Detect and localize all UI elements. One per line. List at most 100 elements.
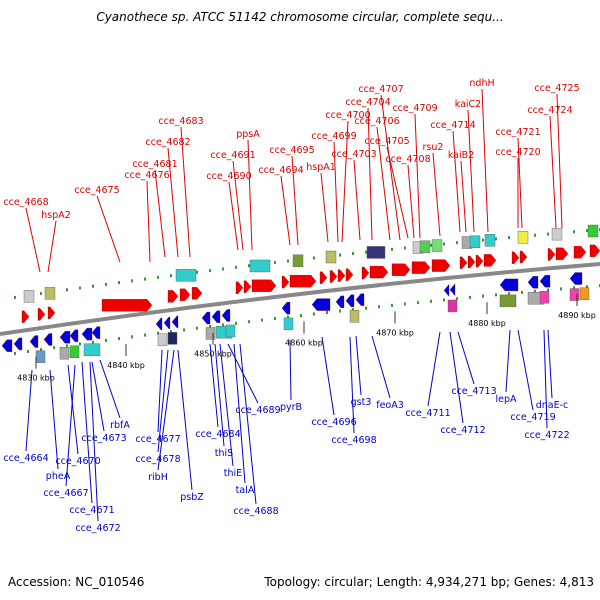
gene-box[interactable] [551, 227, 563, 241]
gene-arrow[interactable] [179, 288, 191, 301]
gene-arrow[interactable] [167, 290, 179, 303]
gene-label-kaib2[interactable]: kaiB2 [448, 150, 474, 161]
gene-label-cce-4684[interactable]: cce_4684 [195, 429, 240, 440]
gene-label-cce-4675[interactable]: cce_4675 [74, 185, 119, 196]
gene-arrow[interactable] [335, 295, 345, 309]
gene-arrow[interactable] [345, 268, 354, 281]
gene-label-cce-4712[interactable]: cce_4712 [440, 425, 485, 436]
gene-box[interactable] [366, 246, 386, 259]
gene-label-cce-4694[interactable]: cce_4694 [258, 165, 303, 176]
gene-arrow[interactable] [573, 246, 587, 259]
gene-label-ndhh[interactable]: ndhH [469, 78, 494, 89]
gene-box[interactable] [44, 287, 56, 300]
gene-arrow[interactable] [459, 256, 468, 269]
gene-label-cce-4703[interactable]: cce_4703 [331, 149, 376, 160]
gene-label-cce-4707[interactable]: cce_4707 [358, 84, 403, 95]
gene-label-cce-4706[interactable]: cce_4706 [354, 116, 399, 127]
gene-label-rbfa[interactable]: rbfA [110, 420, 130, 431]
gene-arrow[interactable] [431, 259, 451, 272]
gene-features[interactable] [1, 224, 600, 363]
gene-box[interactable] [69, 345, 80, 358]
gene-arrow[interactable] [345, 294, 355, 307]
gene-label-cce-4678[interactable]: cce_4678 [135, 454, 180, 465]
gene-box[interactable] [59, 347, 70, 360]
gene-arrow[interactable] [355, 293, 365, 306]
gene-arrow[interactable] [361, 266, 370, 280]
gene-arrow[interactable] [443, 283, 450, 297]
gene-label-hspa2[interactable]: hspA2 [41, 210, 71, 221]
gene-arrow[interactable] [547, 248, 556, 261]
gene-label-cce-4705[interactable]: cce_4705 [364, 136, 409, 147]
gene-label-this[interactable]: thiS [215, 448, 233, 459]
gene-arrow[interactable] [251, 279, 277, 292]
gene-label-gst3[interactable]: gst3 [351, 397, 372, 408]
gene-box[interactable] [431, 239, 443, 252]
gene-label-cce-4676[interactable]: cce_4676 [124, 170, 169, 181]
gene-box[interactable] [499, 294, 517, 308]
gene-label-cce-4672[interactable]: cce_4672 [75, 523, 120, 534]
gene-label-cce-4714[interactable]: cce_4714 [430, 120, 475, 131]
gene-label-psbz[interactable]: psbZ [180, 492, 204, 503]
gene-label-cce-4699[interactable]: cce_4699 [311, 131, 356, 142]
gene-arrow[interactable] [21, 310, 30, 323]
gene-arrow[interactable] [475, 255, 484, 268]
gene-box[interactable] [539, 291, 550, 304]
gene-arrow[interactable] [369, 265, 389, 279]
gene-box[interactable] [587, 224, 599, 238]
gene-label-cce-4682[interactable]: cce_4682 [145, 137, 190, 148]
gene-box[interactable] [469, 235, 481, 248]
gene-arrow[interactable] [337, 269, 346, 282]
gene-arrow[interactable] [281, 275, 290, 289]
gene-arrow[interactable] [1, 339, 13, 352]
gene-label-phea[interactable]: pheA [46, 471, 71, 482]
gene-arrow[interactable] [221, 309, 231, 322]
gene-arrow[interactable] [411, 261, 431, 274]
gene-label-cce-4711[interactable]: cce_4711 [405, 408, 450, 419]
gene-label-cce-4688[interactable]: cce_4688 [233, 506, 278, 517]
gene-label-lepa[interactable]: lepA [495, 394, 517, 405]
gene-arrow[interactable] [519, 250, 528, 264]
gene-arrow[interactable] [59, 331, 71, 344]
gene-box[interactable] [349, 310, 360, 323]
gene-labels[interactable]: cce_4668hspA2cce_4675cce_4676cce_4681cce… [3, 78, 579, 534]
gene-label-ribh[interactable]: ribH [148, 472, 168, 483]
gene-label-cce-4719[interactable]: cce_4719 [510, 412, 555, 423]
gene-box[interactable] [35, 350, 46, 363]
gene-label-cce-4689[interactable]: cce_4689 [235, 405, 280, 416]
gene-label-hspa1[interactable]: hspA1 [306, 162, 336, 173]
gene-label-cce-4721[interactable]: cce_4721 [495, 127, 540, 138]
gene-label-pyrb[interactable]: pyrB [280, 402, 302, 413]
gene-arrow[interactable] [527, 276, 539, 289]
gene-label-cce-4681[interactable]: cce_4681 [132, 159, 177, 170]
gene-label-cce-4709[interactable]: cce_4709 [392, 103, 437, 114]
gene-arrow[interactable] [467, 255, 476, 269]
gene-arrow[interactable] [13, 337, 23, 351]
gene-label-cce-4670[interactable]: cce_4670 [55, 456, 100, 467]
gene-arrow[interactable] [69, 329, 79, 342]
gene-arrow[interactable] [311, 298, 331, 311]
gene-arrow[interactable] [511, 251, 520, 264]
gene-label-cce-4722[interactable]: cce_4722 [524, 430, 569, 441]
gene-label-cce-4708[interactable]: cce_4708 [385, 154, 430, 165]
gene-arrow[interactable] [281, 301, 291, 315]
gene-label-ppsa[interactable]: ppsA [236, 129, 260, 140]
gene-arrow[interactable] [569, 272, 583, 285]
gene-arrow[interactable] [29, 335, 39, 348]
gene-arrow[interactable] [235, 281, 244, 294]
gene-label-cce-4691[interactable]: cce_4691 [210, 150, 255, 161]
gene-arrow[interactable] [483, 254, 497, 267]
gene-box[interactable] [167, 332, 178, 345]
gene-label-feoa3[interactable]: feoA3 [376, 400, 404, 411]
gene-label-cce-4713[interactable]: cce_4713 [451, 386, 496, 397]
gene-label-cce-4683[interactable]: cce_4683 [158, 116, 203, 127]
gene-label-cce-4704[interactable]: cce_4704 [345, 97, 390, 108]
gene-arrow[interactable] [171, 315, 179, 328]
gene-box[interactable] [175, 269, 197, 282]
gene-arrow[interactable] [391, 263, 411, 276]
gene-box[interactable] [447, 299, 458, 313]
gene-box[interactable] [325, 250, 337, 264]
gene-label-cce-4690[interactable]: cce_4690 [206, 171, 251, 182]
gene-label-thie[interactable]: thiE [224, 468, 242, 479]
gene-box[interactable] [517, 231, 529, 244]
